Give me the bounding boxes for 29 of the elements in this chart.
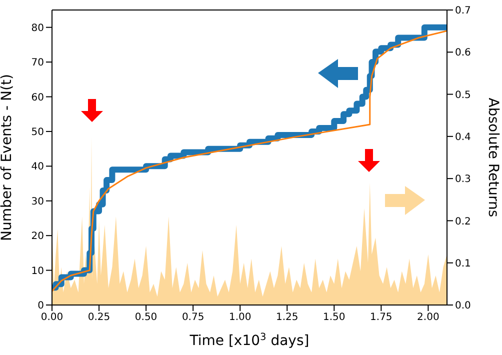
y-tick-label: 40 (31, 162, 44, 173)
y-tick-label: 0 (38, 300, 44, 312)
x-tick-label: 2.00 (417, 312, 440, 324)
y2-tick-label: 0.5 (455, 90, 471, 101)
x-axis-title: Time [x10$^{3}$ days] (188, 332, 310, 349)
y-axis-title: Number of Events - N(t) (0, 74, 15, 241)
y-tick-label: 60 (31, 92, 44, 104)
x-tick-label: 0.75 (182, 312, 204, 324)
y2-tick-label: 0.1 (455, 258, 471, 270)
y2-tick-label: 0.3 (455, 174, 471, 186)
y2-axis-title: Absolute Returns (485, 98, 502, 218)
x-tick-label: 1.25 (276, 312, 298, 324)
x-tick-label: 1.50 (323, 312, 346, 324)
y-tick-label: 20 (31, 231, 44, 242)
x-tick-label: 0.25 (88, 312, 110, 324)
y-tick-label: 10 (31, 266, 44, 277)
y2-tick-label: 0.6 (455, 48, 471, 59)
y-tick-label: 70 (31, 58, 44, 69)
x-tick-label: 0.50 (134, 312, 158, 324)
y-tick-label: 50 (31, 127, 44, 138)
y-tick-label: 80 (31, 22, 44, 34)
x-tick-label: 1.00 (228, 312, 252, 324)
y2-tick-label: 0.4 (455, 132, 471, 143)
x-tick-label: 1.75 (370, 312, 392, 324)
y2-tick-label: 0.0 (455, 300, 471, 312)
y2-tick-label: 0.7 (455, 6, 471, 17)
y-tick-label: 30 (31, 196, 44, 208)
y2-tick-label: 0.2 (455, 216, 471, 228)
x-tick-label: 0.00 (40, 312, 64, 324)
